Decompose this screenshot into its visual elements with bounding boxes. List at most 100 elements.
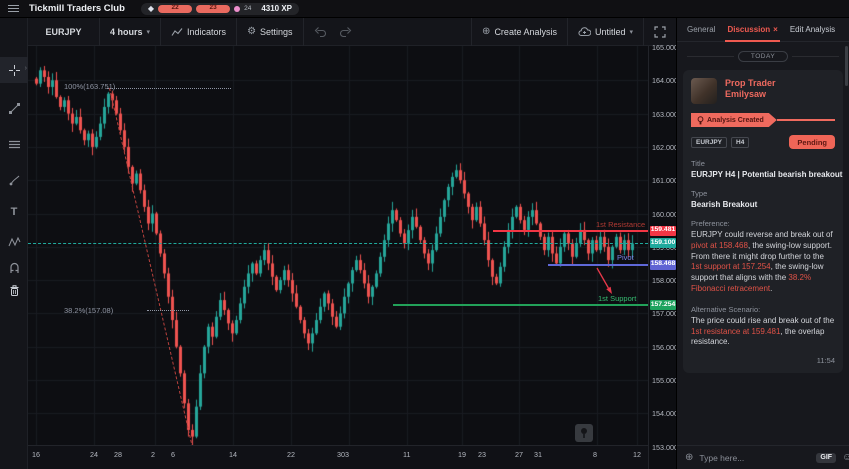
undo-button[interactable] — [304, 18, 337, 46]
redo-icon — [339, 27, 351, 37]
support-line[interactable] — [393, 304, 648, 306]
redo-button[interactable] — [337, 18, 362, 46]
parallel-channel-tool[interactable] — [0, 131, 28, 157]
time-tick: 24 — [90, 450, 98, 459]
tab-edit-analysis[interactable]: Edit Analysis — [790, 18, 835, 42]
settings-button[interactable]: ⚙ Settings — [237, 17, 304, 46]
price-tick: 160.000 — [652, 209, 678, 219]
timeframe-button[interactable]: 4 hours ▾ — [100, 17, 162, 46]
tab-general[interactable]: General — [687, 18, 715, 42]
level-prev-badge: 22 — [158, 4, 193, 13]
analysis-type: Bearish Breakout — [691, 200, 758, 209]
trash-tool[interactable] — [0, 270, 28, 296]
price-level-badge: 159.100 — [650, 238, 676, 249]
time-tick: 2 — [151, 450, 155, 459]
pin-icon — [581, 428, 587, 438]
analysis-message-card: Prop Trader Emilysaw Analysis Created EU… — [683, 70, 843, 374]
status-badge: Pending — [789, 135, 835, 149]
price-tick: 165.000 — [652, 43, 678, 52]
tool-expand-icon[interactable]: › — [24, 65, 27, 72]
trend-line-tool[interactable] — [0, 95, 28, 121]
attach-icon[interactable]: ⊕ — [685, 452, 694, 463]
time-tick: 14 — [229, 450, 237, 459]
crosshair-tool[interactable]: › — [0, 57, 28, 83]
message-composer: ⊕ GIF ☺ — [677, 445, 849, 469]
price-tick: 157.000 — [652, 309, 678, 319]
tab-discussion[interactable]: Discussion × — [725, 18, 780, 42]
emoji-icon[interactable]: ☺ — [842, 452, 849, 463]
fib-100-line[interactable] — [107, 88, 231, 89]
preference-label: Preference: — [691, 219, 730, 228]
fib-382-line[interactable] — [147, 310, 189, 311]
tab-general-label: General — [687, 25, 716, 34]
timeframe-chip: H4 — [731, 136, 750, 148]
layout-name-label: Untitled — [594, 26, 626, 37]
type-label: Type — [691, 189, 708, 198]
price-tick: 162.000 — [652, 142, 678, 152]
author-name: Emilysaw — [725, 89, 767, 99]
day-divider: TODAY — [677, 51, 849, 62]
create-analysis-label: Create Analysis — [494, 26, 557, 37]
price-level-badge: 157.254 — [650, 299, 676, 310]
alt-scenario-label: Alternative Scenario: — [691, 304, 761, 314]
price-level-badge: 159.481 — [650, 225, 676, 236]
xp-progress-widget[interactable]: ◆ 22 23 24 4310 XP — [140, 2, 300, 15]
scroll-to-position-button[interactable] — [575, 424, 593, 442]
top-bar: Tickmill Traders Club ◆ 22 23 24 4310 XP — [0, 0, 849, 18]
symbol-button[interactable]: EURJPY — [28, 17, 100, 46]
time-tick: 8 — [593, 450, 597, 459]
cloud-icon — [578, 26, 591, 36]
price-tick: 163.000 — [652, 109, 678, 119]
resistance-line[interactable] — [493, 230, 648, 232]
pivot-line[interactable] — [548, 264, 648, 266]
fullscreen-button[interactable] — [644, 18, 676, 46]
time-tick: 23 — [478, 450, 486, 459]
bearish-arrow-drawing[interactable] — [593, 266, 619, 300]
avatar[interactable] — [691, 78, 717, 104]
panel-tabs: General Discussion × Edit Analysis — [677, 18, 849, 42]
time-tick: 16 — [32, 450, 40, 459]
layout-button[interactable]: Untitled ▾ — [568, 17, 644, 46]
support-label: 1st Support — [598, 294, 637, 303]
analysis-title: EURJPY H4 | Potential bearish breakout — [691, 170, 843, 179]
fib-382-label: 38.2%(157.08) — [64, 306, 114, 315]
indicators-button[interactable]: Indicators — [161, 17, 238, 46]
menu-icon[interactable] — [8, 5, 19, 12]
time-tick: 30 — [337, 450, 345, 459]
message-input[interactable] — [699, 452, 811, 463]
time-tick: 22 — [287, 450, 295, 459]
time-tick: 31 — [534, 450, 542, 459]
price-tick: 164.000 — [652, 76, 678, 86]
magnet-tool[interactable] — [0, 255, 28, 281]
preference-text: EURJPY could reverse and break out of pi… — [691, 230, 833, 293]
time-tick: 19 — [458, 450, 466, 459]
create-analysis-button[interactable]: ⊕ Create Analysis — [471, 17, 568, 46]
price-level-badge: 158.468 — [650, 259, 676, 270]
price-tick: 158.000 — [652, 276, 678, 286]
price-tick: 161.000 — [652, 176, 678, 186]
panel-scrollbar[interactable] — [845, 46, 848, 86]
chart-plot-area[interactable]: 100%(163.751) 1st Resistance Pivot 1st S… — [28, 46, 648, 445]
undo-icon — [314, 27, 326, 37]
time-axis[interactable]: 16 24 28 2 6 14 22 30 3 11 19 23 27 31 8 12 — [28, 445, 648, 469]
indicators-label: Indicators — [187, 26, 227, 37]
time-tick: 6 — [171, 450, 175, 459]
pattern-tool[interactable] — [0, 229, 28, 255]
time-tick: 3 — [345, 450, 349, 459]
bulb-icon — [697, 116, 704, 125]
indicators-icon — [171, 27, 183, 36]
level-marker-icon — [234, 5, 241, 12]
brush-tool[interactable] — [0, 167, 28, 193]
message-timestamp: 11:54 — [816, 356, 835, 366]
settings-label: Settings — [260, 26, 293, 37]
level-next-label: 24 — [244, 5, 252, 12]
gif-button[interactable]: GIF — [816, 452, 837, 463]
candlestick-canvas[interactable] — [28, 46, 648, 445]
text-tool[interactable]: T — [10, 206, 18, 218]
xp-total-label: 4310 XP — [261, 4, 293, 13]
price-axis[interactable]: 165.000 164.000 163.000 162.000 161.000 160.0… — [648, 43, 678, 469]
time-tick: 11 — [403, 450, 411, 459]
close-icon[interactable]: × — [773, 25, 778, 34]
alt-scenario-text: The price could rise and break out of th… — [691, 315, 835, 347]
drawing-toolbar: › T — [0, 18, 28, 469]
